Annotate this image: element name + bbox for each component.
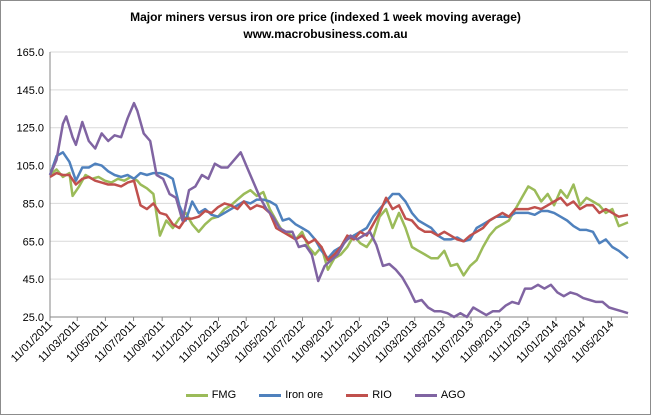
legend-label-iron-ore: Iron ore: [285, 389, 324, 401]
y-tick-label: 45.0: [23, 274, 44, 286]
y-tick-label: 105.0: [16, 161, 44, 173]
series-line-iron-ore: [48, 151, 629, 260]
legend-item-rio: RIO: [346, 389, 392, 401]
x-axis-ticks: 11/01/201111/03/201111/05/201111/07/2011…: [9, 317, 617, 365]
series-lines: [48, 101, 629, 319]
legend: FMG Iron ore RIO AGO: [0, 389, 651, 401]
y-tick-label: 125.0: [16, 123, 44, 135]
chart-title: Major miners versus iron ore price (inde…: [130, 10, 521, 24]
legend-item-ago: AGO: [414, 389, 466, 401]
y-tick-label: 145.0: [16, 85, 44, 97]
legend-swatch-ago: [414, 393, 437, 397]
y-axis-ticks: 25.0 45.0 65.0 85.0 105.0 125.0 145.0 165.0: [16, 47, 44, 324]
legend-swatch-iron-ore: [259, 393, 282, 397]
legend-label-fmg: FMG: [211, 389, 237, 401]
y-tick-label: 165.0: [16, 47, 44, 59]
y-tick-label: 65.0: [23, 236, 44, 248]
legend-label-rio: RIO: [372, 389, 392, 401]
y-tick-label: 85.0: [23, 198, 44, 210]
legend-label-ago: AGO: [440, 389, 466, 401]
series-line-rio: [49, 171, 629, 262]
legend-item-fmg: FMG: [185, 389, 237, 401]
gridlines: [49, 51, 628, 318]
y-tick-label: 25.0: [23, 312, 44, 324]
series-line-fmg: [49, 168, 629, 277]
series-line-ago: [48, 101, 629, 319]
chart-subtitle: www.macrobusiness.com.au: [243, 27, 408, 41]
legend-item-iron-ore: Iron ore: [259, 389, 323, 401]
legend-swatch-rio: [346, 393, 369, 397]
legend-swatch-fmg: [185, 393, 208, 397]
